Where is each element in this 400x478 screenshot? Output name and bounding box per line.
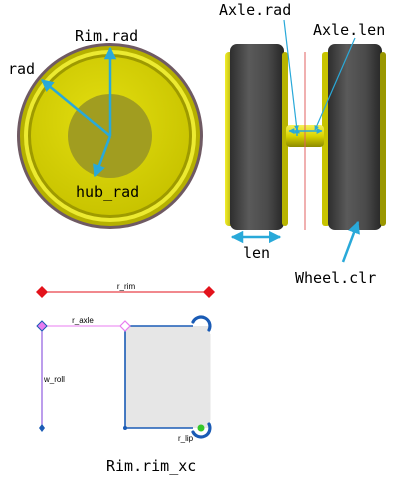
left-wheel — [225, 44, 288, 230]
left-rim-inner — [282, 52, 288, 226]
profile-fill — [125, 326, 210, 428]
w-roll-label: w_roll — [43, 375, 65, 384]
r-lip-label: r_lip — [178, 434, 194, 443]
right-wheel — [322, 44, 386, 230]
r-rim-label: r_rim — [117, 282, 136, 291]
hub-rad-label: hub_rad — [76, 183, 139, 201]
w-roll-bottom-point — [39, 424, 45, 432]
r-axle-left-point — [36, 320, 48, 332]
front-view: Rim.rad rad hub_rad — [8, 27, 203, 229]
rim-cross-section-sketch: r_rim w_roll r_axle r_lip Rim.rim_xc — [36, 282, 215, 475]
axle-rad-label: Axle.rad — [219, 1, 291, 19]
profile-corner-point — [123, 426, 127, 430]
wheel-clr-label: Wheel.clr — [295, 269, 376, 287]
profile-outline — [124, 325, 193, 429]
r-axle-label: r_axle — [72, 316, 94, 325]
side-view: Axle.rad Axle.len len Wheel.clr — [219, 1, 386, 287]
r-rim-right-point — [203, 286, 215, 298]
rad-label: rad — [8, 60, 35, 78]
top-lip-arc — [191, 315, 212, 332]
right-tire — [328, 44, 382, 230]
rad-arrow — [41, 79, 111, 137]
axle-len-label: Axle.len — [313, 21, 385, 39]
rim-rad-label: Rim.rad — [75, 27, 138, 45]
lip-center-point — [197, 424, 205, 432]
r-axle-right-point — [119, 320, 131, 332]
wheel-clr-arrow — [341, 220, 360, 263]
axle-len-leader — [314, 37, 356, 131]
axle-rad-leader — [283, 19, 299, 131]
right-rim-outer — [380, 52, 386, 226]
hub-rad-arrow — [93, 135, 112, 178]
bottom-lip-arc — [191, 422, 212, 439]
len-label: len — [243, 244, 270, 262]
r-rim-left-point — [36, 286, 48, 298]
sketch-title: Rim.rim_xc — [106, 457, 196, 475]
left-tire — [230, 44, 284, 230]
